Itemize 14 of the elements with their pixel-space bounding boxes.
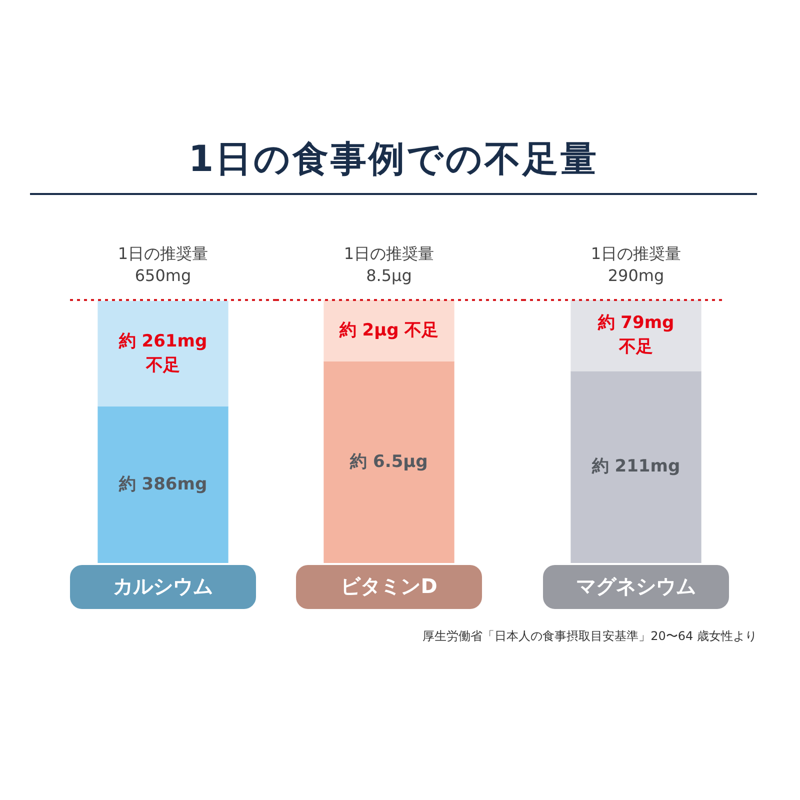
data-label: 約 6.5μg: [349, 452, 428, 472]
category-label: マグネシウム: [576, 574, 696, 598]
data-label: 約 79mg 不足: [596, 313, 674, 358]
data-label: 約 2μg 不足: [338, 320, 439, 340]
ref-line-label: 1日の推奨量 650mg: [118, 244, 208, 286]
text: 1日の食事例での不足量: [30, 135, 757, 195]
category-label: ビタミンD: [340, 574, 438, 598]
ref-line-label: 1日の推奨量 290mg: [590, 244, 682, 286]
text: 厚生労働省「日本人の食事摂取目安基準」20〜64 歳女性より: [422, 628, 757, 645]
category-label: カルシウム: [113, 574, 213, 598]
data-label: 約 261mg 不足: [118, 331, 208, 376]
data-label: 約 211mg: [590, 456, 680, 477]
ref-line-label: 1日の推奨量 8.5μg: [344, 244, 434, 286]
data-label: 約 386mg: [118, 474, 208, 494]
